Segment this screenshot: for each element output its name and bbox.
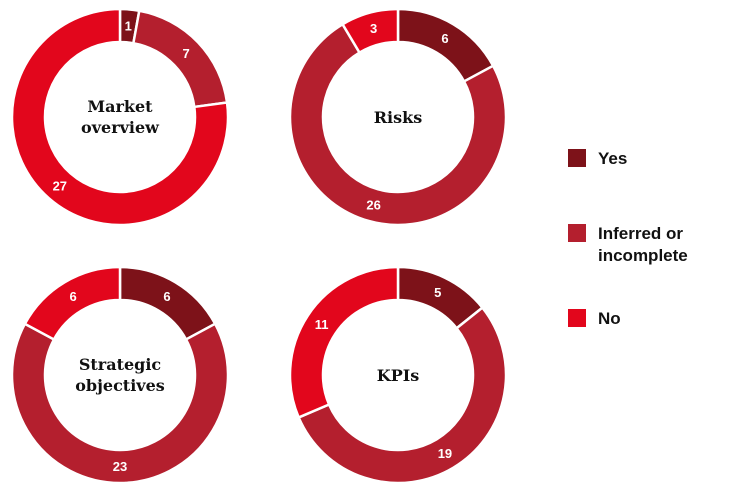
chart-title: KPIs	[376, 365, 420, 385]
legend-label: Yes	[598, 149, 628, 168]
segment-label: 11	[315, 317, 329, 332]
segment-label: 27	[53, 178, 67, 193]
segment-label: 1	[125, 18, 132, 33]
legend-swatch	[568, 149, 586, 167]
segment-label: 7	[183, 46, 190, 61]
legend-item: Yes	[568, 148, 728, 170]
donut-segment	[340, 7, 400, 55]
segment-label: 6	[441, 31, 448, 46]
segment-label: 6	[163, 289, 170, 304]
legend-item: No	[568, 308, 728, 330]
segment-label: 26	[366, 198, 380, 213]
legend-label: Inferred or incomplete	[598, 224, 688, 265]
donut-segment	[23, 265, 122, 342]
donut-segment	[288, 265, 400, 420]
legend-label: No	[598, 309, 621, 328]
legend-item: Inferred or incomplete	[568, 223, 728, 267]
segment-label: 6	[69, 289, 76, 304]
center-label: KPIs	[328, 305, 468, 445]
donut-segment	[10, 7, 230, 227]
chart-title: Strategic objectives	[75, 355, 165, 395]
segment-label: 23	[113, 459, 127, 474]
segment-label: 3	[370, 21, 377, 36]
segment-label: 5	[434, 285, 441, 300]
center-label: Risks	[328, 47, 468, 187]
chart-title: Market overview	[81, 97, 159, 137]
donut-segment	[10, 322, 230, 485]
donut-segment	[288, 22, 508, 227]
legend-swatch	[568, 224, 586, 242]
center-label: Market overview	[50, 47, 190, 187]
center-label: Strategic objectives	[50, 305, 190, 445]
legend-swatch	[568, 309, 586, 327]
chart-title: Risks	[373, 107, 423, 127]
segment-label: 19	[438, 446, 452, 461]
donut-segment	[297, 305, 508, 485]
